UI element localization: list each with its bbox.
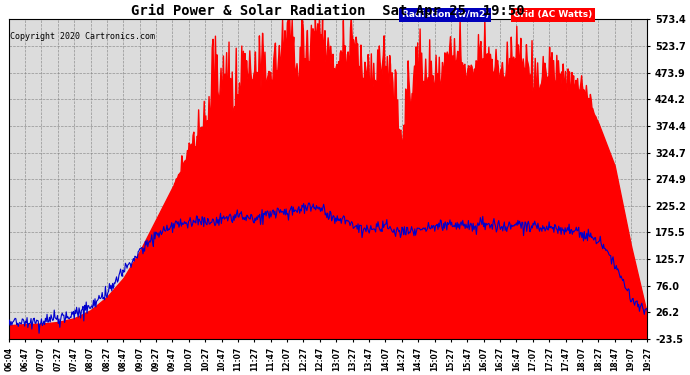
Text: Copyright 2020 Cartronics.com: Copyright 2020 Cartronics.com xyxy=(10,32,155,41)
Title: Grid Power & Solar Radiation  Sat Apr 25  19:50: Grid Power & Solar Radiation Sat Apr 25 … xyxy=(131,4,525,18)
Text: Radiation (w/m2): Radiation (w/m2) xyxy=(402,10,489,20)
Text: Grid (AC Watts): Grid (AC Watts) xyxy=(513,10,593,20)
